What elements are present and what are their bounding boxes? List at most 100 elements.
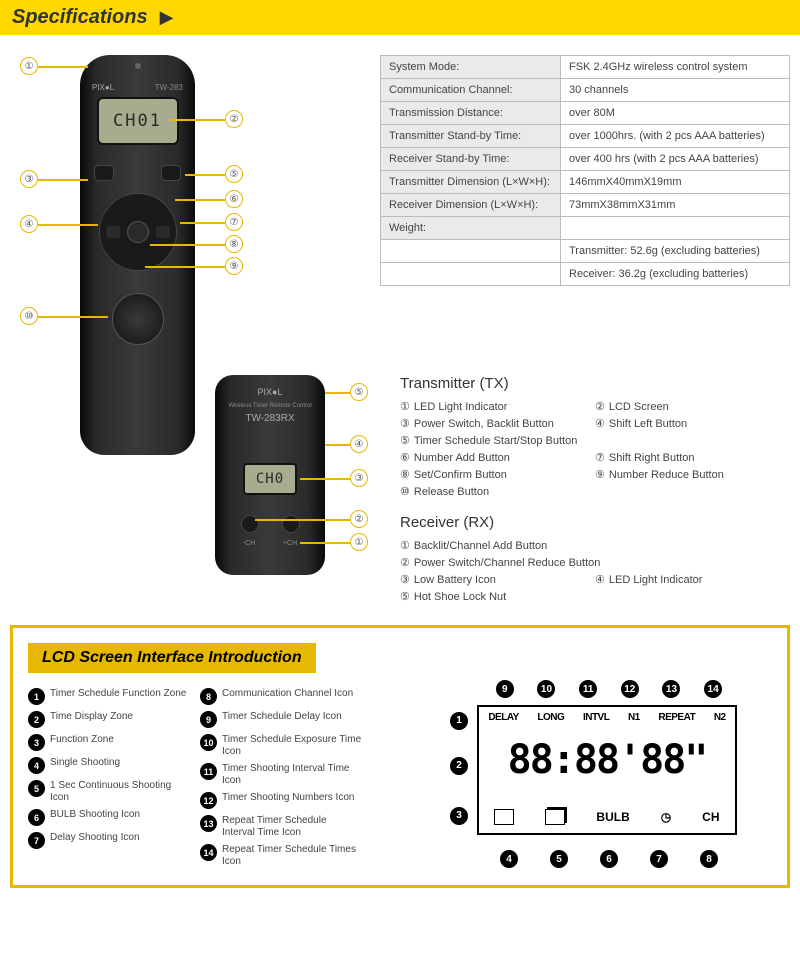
legend-number: ③ <box>400 417 410 430</box>
legend-number: ② <box>595 400 605 413</box>
dpad-illustration <box>99 193 177 271</box>
lcd-screen-illustration: DELAYLONGINTVLN1REPEATN2 88:88'88" BULB … <box>477 705 737 835</box>
legend-text: LCD Screen <box>609 401 669 413</box>
lcd-legend-number: 11 <box>200 763 217 780</box>
lcd-legend-col2: 8Communication Channel Icon9Timer Schedu… <box>200 685 362 870</box>
rx-model-label: TW-283RX <box>245 413 294 424</box>
table-row: Transmission Distance:over 80M <box>381 102 790 125</box>
lcd-legend-number: 8 <box>200 688 217 705</box>
lcd-legend-item: 12Timer Shooting Numbers Icon <box>200 789 362 812</box>
lcd-callout-7: 7 <box>650 850 668 868</box>
lcd-top-label: REPEAT <box>658 712 695 723</box>
spec-table: System Mode:FSK 2.4GHz wireless control … <box>380 55 790 286</box>
lcd-callout-12: 12 <box>621 680 639 698</box>
table-row: System Mode:FSK 2.4GHz wireless control … <box>381 56 790 79</box>
table-row: Weight: <box>381 217 790 240</box>
legend-item: ⑩ Release Button <box>400 483 790 500</box>
single-shoot-icon <box>494 809 514 825</box>
legend-item: ③ Power Switch, Backlit Button <box>400 415 595 432</box>
lcd-legend-text: Time Display Zone <box>50 711 133 723</box>
callout-4: ④ <box>20 215 38 233</box>
legend-text: Hot Shoe Lock Nut <box>414 591 506 603</box>
callout-line <box>255 519 350 521</box>
spec-value: over 400 hrs (with 2 pcs AAA batteries) <box>561 148 790 171</box>
tx-model-label: TW-283 <box>155 83 183 92</box>
specifications-header: Specifications ▶ <box>0 0 800 35</box>
legend-item: ⑤Timer Schedule Start/Stop Button <box>400 432 790 449</box>
callout-8: ⑧ <box>225 235 243 253</box>
table-row: Transmitter Stand-by Time:over 1000hrs. … <box>381 125 790 148</box>
lcd-legend-text: Repeat Timer Schedule Interval Time Icon <box>222 815 362 838</box>
dpad-left-icon <box>106 226 120 238</box>
legend-text: Set/Confirm Button <box>414 469 507 481</box>
legend-item: ⑤Hot Shoe Lock Nut <box>400 588 790 605</box>
legend-number: ⑧ <box>400 468 410 481</box>
lcd-legend-item: 3Function Zone <box>28 731 190 754</box>
transmitter-legend-list: ①LED Light Indicator② LCD Screen ③ Power Sw… <box>400 398 790 500</box>
legend-item: ② LCD Screen <box>595 398 790 415</box>
legend-text: Power Switch, Backlit Button <box>414 418 554 430</box>
callout-line <box>325 392 350 394</box>
lcd-callout-9: 9 <box>496 680 514 698</box>
bulb-label: BULB <box>596 810 629 824</box>
legend-item: ④Shift Left Button <box>595 415 790 432</box>
lcd-bottom-row: BULB ◷ CH <box>479 809 735 825</box>
callout-line <box>150 244 225 246</box>
rx-callout-4: ④ <box>350 435 368 453</box>
lcd-legend-text: Timer Shooting Numbers Icon <box>222 792 354 804</box>
legend-number: ⑩ <box>400 485 410 498</box>
legend-item: ⑥Number Add Button <box>400 449 595 466</box>
spec-key: Transmitter Stand-by Time: <box>381 125 561 148</box>
lcd-legend-item: 1Timer Schedule Function Zone <box>28 685 190 708</box>
lcd-legend-item: 11Timer Shooting Interval Time Icon <box>200 760 362 789</box>
legend-number: ⑦ <box>595 451 605 464</box>
spec-value <box>561 217 790 240</box>
lcd-legend-text: 1 Sec Continuous Shooting Icon <box>50 780 190 803</box>
lcd-legend-text: Delay Shooting Icon <box>50 832 140 844</box>
transmitter-illustration: PIX●L TW-283 CH01 <box>80 55 195 455</box>
legend-text: Backlit/Channel Add Button <box>414 540 547 552</box>
table-row: Receiver Stand-by Time:over 400 hrs (wit… <box>381 148 790 171</box>
lcd-legend-number: 5 <box>28 780 45 797</box>
legend-item: ⑦Shift Right Button <box>595 449 790 466</box>
legend-text: Number Add Button <box>414 452 510 464</box>
callout-5: ⑤ <box>225 165 243 183</box>
lcd-digits: 88:88'88" <box>479 737 735 783</box>
spec-value: Transmitter: 52.6g (excluding batteries) <box>561 240 790 263</box>
lcd-legend-number: 10 <box>200 734 217 751</box>
lcd-top-label: LONG <box>537 712 564 723</box>
callout-line <box>38 179 88 181</box>
legend-item: ①LED Light Indicator <box>400 398 595 415</box>
lcd-callout-5: 5 <box>550 850 568 868</box>
lcd-legend-item: 10Timer Schedule Exposure Time Icon <box>200 731 362 760</box>
lcd-legend-item: 4Single Shooting <box>28 754 190 777</box>
callout-line <box>145 266 225 268</box>
spec-value: Receiver: 36.2g (excluding batteries) <box>561 263 790 286</box>
lcd-legend-number: 14 <box>200 844 217 861</box>
legend-number: ⑨ <box>595 468 605 481</box>
ch-label: CH <box>702 810 719 824</box>
rx-callout-1: ① <box>350 533 368 551</box>
legend-item: ①Backlit/Channel Add Button <box>400 537 790 554</box>
callout-line <box>38 224 98 226</box>
device-diagram: PIX●L TW-283 CH01 PI <box>10 55 370 595</box>
legend-text: LED Light Indicator <box>414 401 508 413</box>
legend-number: ③ <box>400 573 410 586</box>
continuous-shoot-icon <box>545 809 565 825</box>
delay-clock-icon: ◷ <box>661 810 671 824</box>
release-button-icon <box>112 293 164 345</box>
table-row: Receiver: 36.2g (excluding batteries) <box>381 263 790 286</box>
callout-3: ③ <box>20 170 38 188</box>
callout-7: ⑦ <box>225 213 243 231</box>
brand-label: PIX●L <box>92 83 114 92</box>
lcd-legend-item: 6BULB Shooting Icon <box>28 806 190 829</box>
lcd-legend-item: 13Repeat Timer Schedule Interval Time Ic… <box>200 812 362 841</box>
legend-text: Release Button <box>414 486 489 498</box>
legend-text: Low Battery Icon <box>414 574 496 586</box>
spec-value: 73mmX38mmX31mm <box>561 194 790 217</box>
spec-key: Transmitter Dimension (L×W×H): <box>381 171 561 194</box>
callout-line <box>170 119 225 121</box>
lcd-legend-text: Function Zone <box>50 734 114 746</box>
lcd-legend-number: 1 <box>28 688 45 705</box>
lcd-top-label: DELAY <box>488 712 518 723</box>
